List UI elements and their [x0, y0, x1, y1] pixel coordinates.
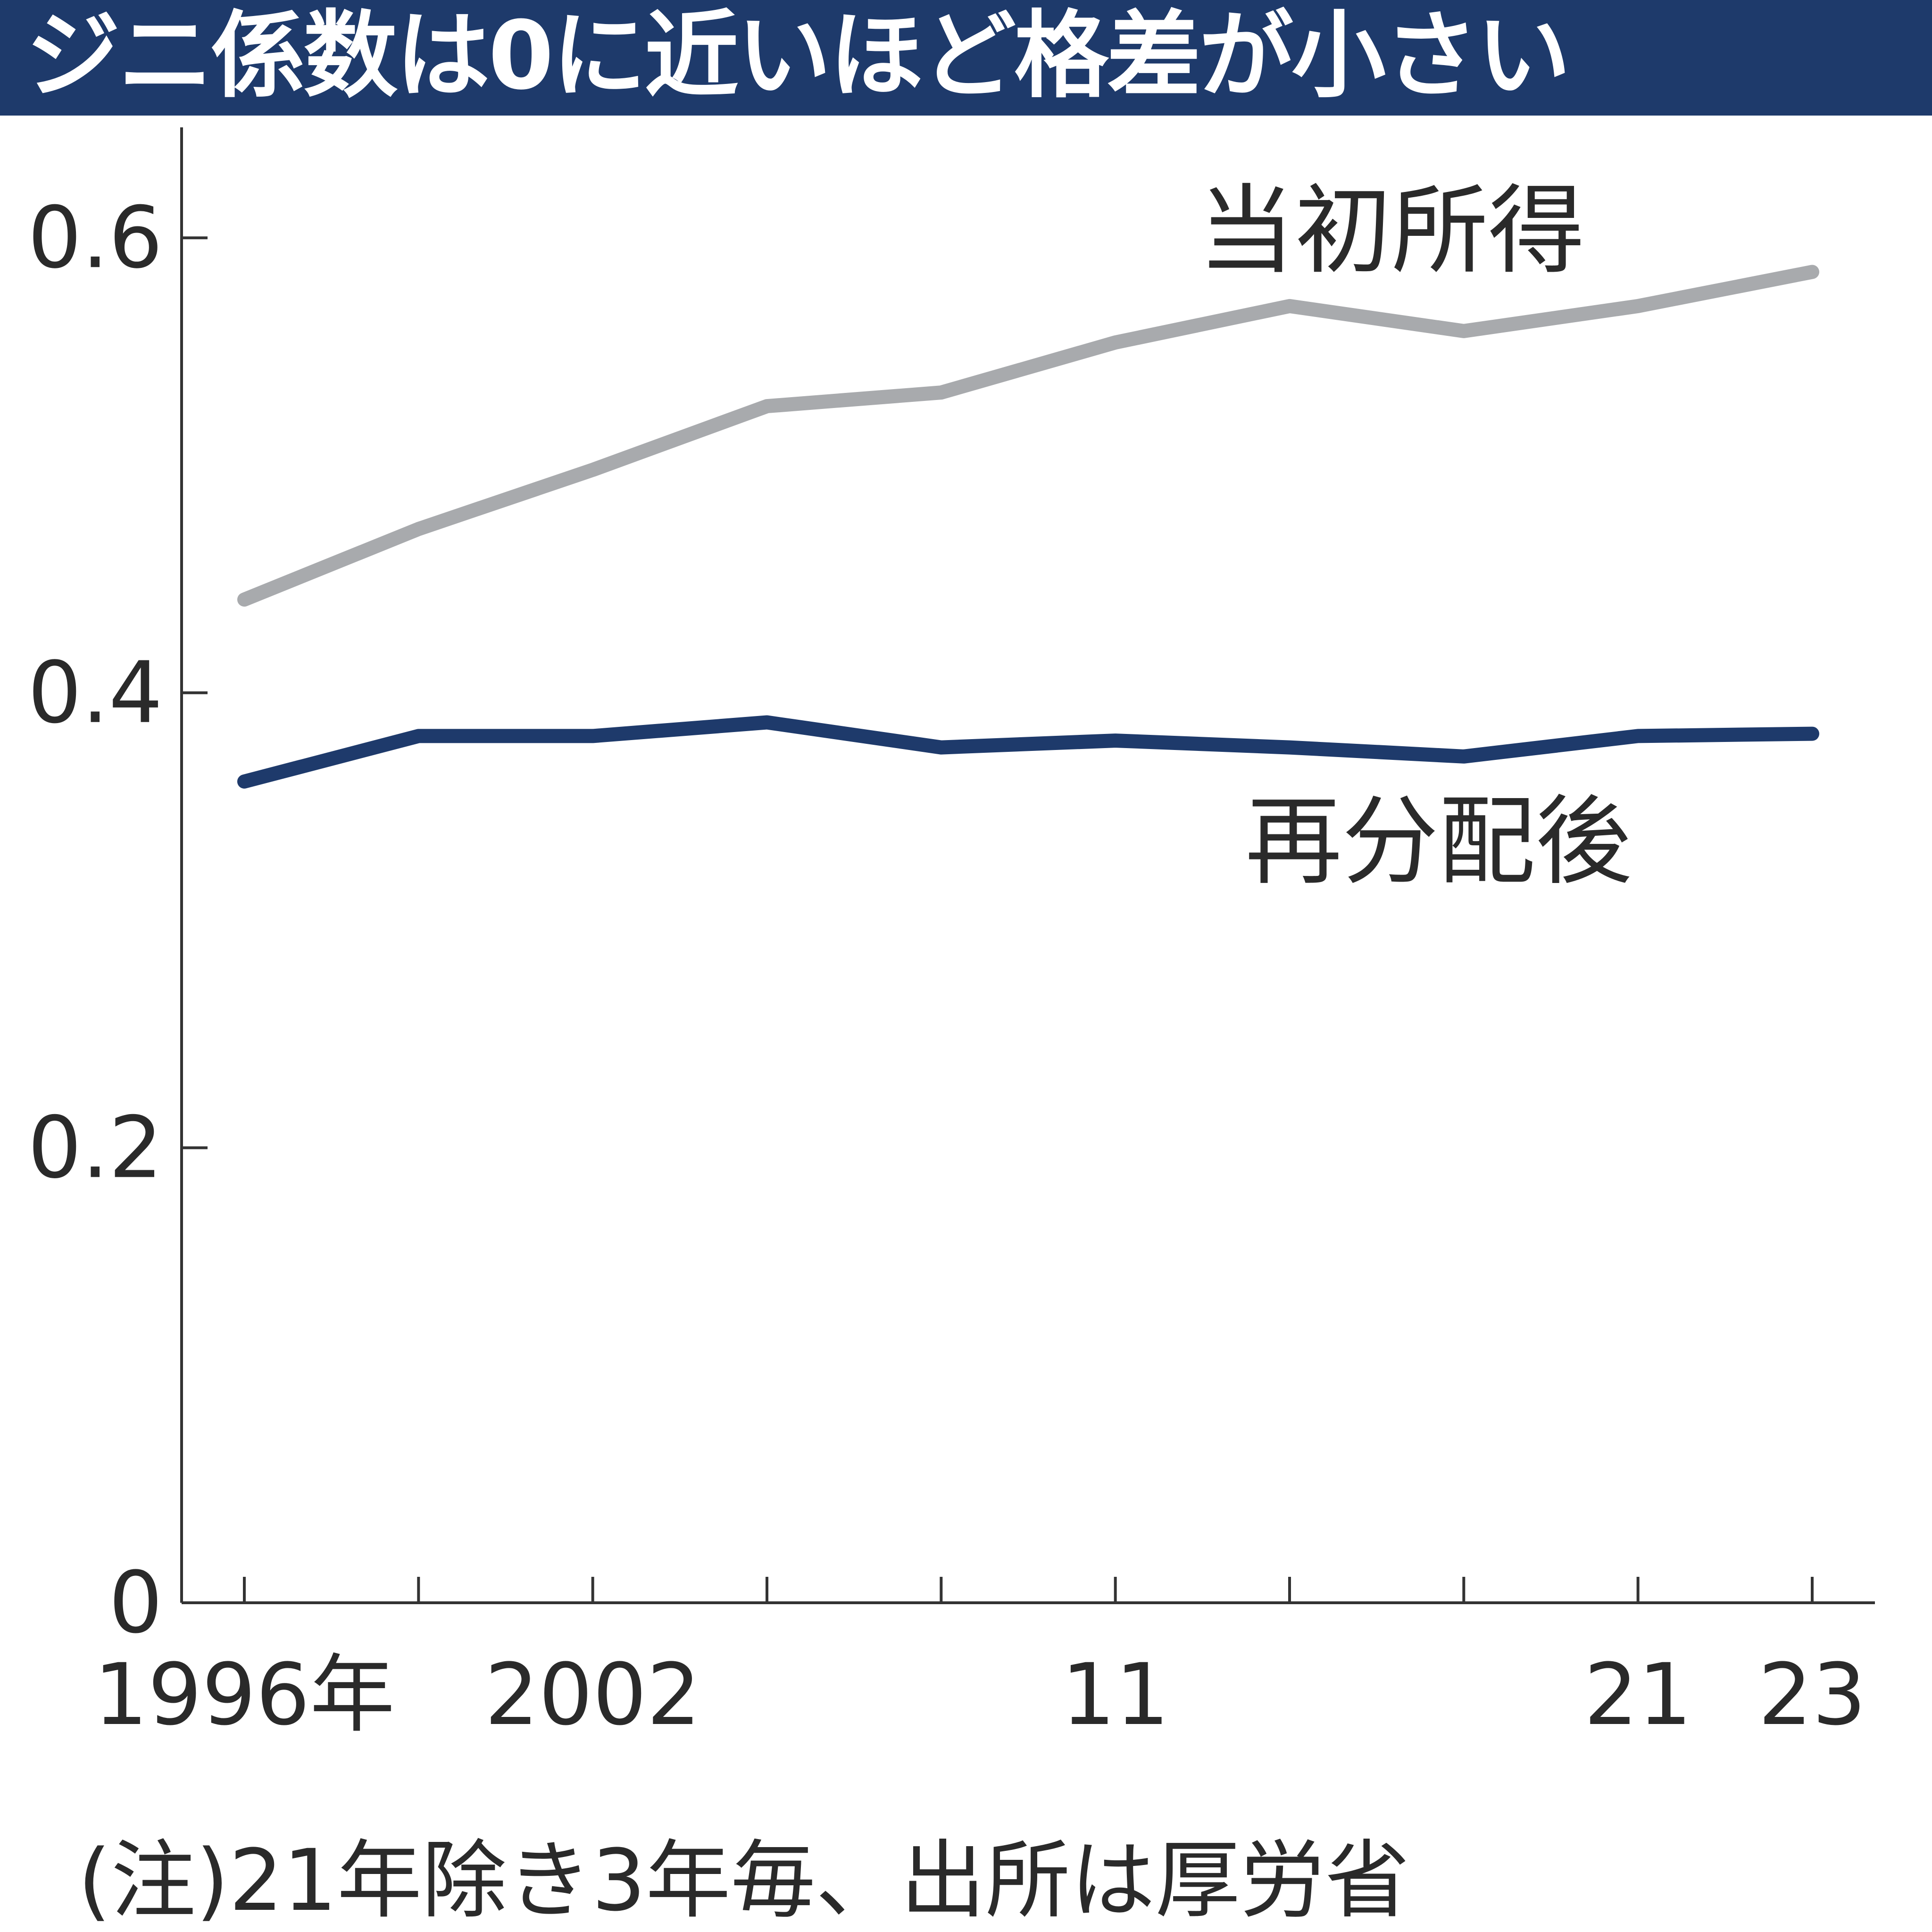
y-tick-label: 0.6 [28, 189, 163, 287]
series-label-initial-income: 当初所得 [1198, 175, 1585, 287]
x-tick-label: 11 [1061, 1646, 1169, 1744]
x-tick-label: 2002 [485, 1646, 701, 1744]
y-tick-label: 0 [108, 1554, 163, 1652]
series-line-after-redistribution [237, 715, 1819, 789]
title-bar: ジニ係数は0に近いほど格差が小さい [0, 0, 1932, 116]
axes: 0 0.2 0.4 0.6 1996年 2002 11 21 23 [28, 127, 1875, 1744]
chart-title: ジニ係数は0に近いほど格差が小さい [26, 1, 1571, 111]
x-tick-label: 1996年 [94, 1646, 395, 1744]
x-tick-label: 21 [1584, 1646, 1692, 1744]
x-tick-label: 23 [1758, 1646, 1866, 1744]
series-line-initial-income [237, 265, 1819, 607]
y-tick-label: 0.2 [28, 1099, 163, 1197]
series-label-after-redistribution: 再分配後 [1245, 786, 1632, 898]
y-tick-label: 0.4 [28, 644, 163, 742]
chart-note: (注)21年除き3年毎、出所は厚労省 [78, 1832, 1410, 1930]
series-lines [237, 265, 1819, 789]
